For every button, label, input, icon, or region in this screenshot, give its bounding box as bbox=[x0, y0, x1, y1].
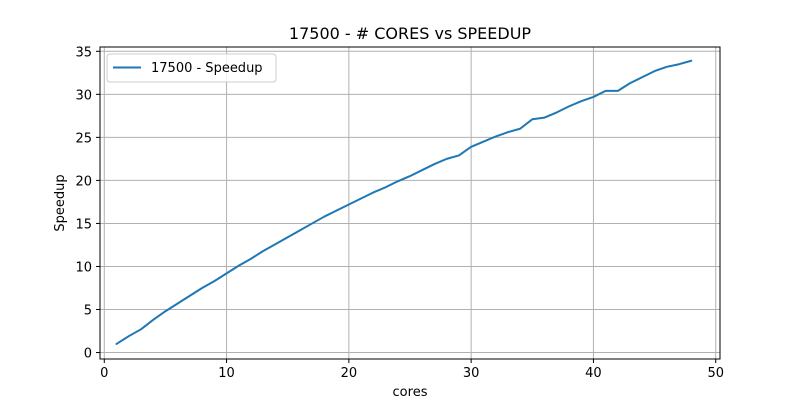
y-tick-label: 30 bbox=[75, 88, 92, 103]
data-point bbox=[652, 69, 657, 74]
plot-frame bbox=[99, 46, 721, 360]
data-point bbox=[114, 341, 119, 346]
y-axis-label: Speedup bbox=[53, 174, 68, 231]
data-point bbox=[334, 208, 339, 213]
data-point bbox=[481, 139, 486, 144]
data-point bbox=[493, 134, 498, 139]
data-point bbox=[689, 58, 694, 63]
data-point bbox=[371, 190, 376, 195]
x-tick-label: 30 bbox=[463, 366, 480, 381]
data-point bbox=[212, 279, 217, 284]
data-point bbox=[530, 117, 535, 122]
y-tick-label: 10 bbox=[75, 260, 92, 275]
y-tick-label: 0 bbox=[84, 347, 92, 362]
data-point bbox=[456, 153, 461, 158]
x-tick-label: 20 bbox=[341, 366, 358, 381]
data-point bbox=[126, 334, 131, 339]
y-tick-label: 25 bbox=[75, 131, 92, 146]
data-point bbox=[224, 271, 229, 276]
data-point bbox=[566, 104, 571, 109]
data-point bbox=[249, 256, 254, 261]
x-axis-label: cores bbox=[393, 385, 428, 400]
data-point bbox=[677, 62, 682, 67]
data-point bbox=[420, 168, 425, 173]
data-point bbox=[383, 185, 388, 190]
data-point bbox=[297, 228, 302, 233]
data-point bbox=[469, 144, 474, 149]
series-layer bbox=[114, 58, 694, 346]
data-point bbox=[664, 64, 669, 69]
x-tick-label: 10 bbox=[218, 366, 235, 381]
x-tick-label: 40 bbox=[585, 366, 602, 381]
data-point bbox=[628, 81, 633, 86]
y-tick-label: 35 bbox=[75, 45, 92, 60]
x-axis: 0 10 20 30 40 50 bbox=[100, 359, 724, 381]
chart-title: 17500 - # CORES vs SPEEDUP bbox=[289, 24, 532, 43]
data-point bbox=[261, 248, 266, 253]
series-line-0 bbox=[115, 59, 693, 345]
data-point bbox=[432, 162, 437, 167]
data-point bbox=[175, 301, 180, 306]
data-point bbox=[346, 202, 351, 207]
data-point bbox=[151, 317, 156, 322]
data-point bbox=[640, 75, 645, 80]
data-point bbox=[579, 99, 584, 104]
data-point bbox=[444, 156, 449, 161]
data-point bbox=[591, 94, 596, 99]
grid-layer bbox=[100, 47, 720, 359]
data-point bbox=[322, 214, 327, 219]
data-point bbox=[273, 242, 278, 247]
data-point bbox=[505, 130, 510, 135]
data-point bbox=[603, 88, 608, 93]
x-tick-label: 0 bbox=[100, 366, 108, 381]
y-tick-label: 20 bbox=[75, 174, 92, 189]
data-point bbox=[236, 263, 241, 268]
legend: 17500 - Speedup bbox=[106, 53, 277, 83]
data-point bbox=[163, 309, 168, 314]
legend-label: 17500 - Speedup bbox=[151, 61, 263, 76]
data-point bbox=[408, 174, 413, 179]
data-point bbox=[395, 179, 400, 184]
y-tick-label: 15 bbox=[75, 217, 92, 232]
data-point bbox=[285, 235, 290, 240]
x-tick-label: 50 bbox=[707, 366, 724, 381]
data-point bbox=[200, 285, 205, 290]
data-point bbox=[187, 293, 192, 298]
data-point bbox=[310, 221, 315, 226]
data-point bbox=[615, 88, 620, 93]
y-tick-label: 5 bbox=[84, 304, 92, 319]
data-point bbox=[554, 110, 559, 115]
data-point bbox=[138, 327, 143, 332]
legend-box bbox=[106, 53, 277, 83]
y-axis: 0 5 10 15 20 25 30 35 bbox=[75, 45, 100, 362]
data-point bbox=[359, 196, 364, 201]
data-point bbox=[542, 115, 547, 120]
data-point bbox=[518, 126, 523, 131]
